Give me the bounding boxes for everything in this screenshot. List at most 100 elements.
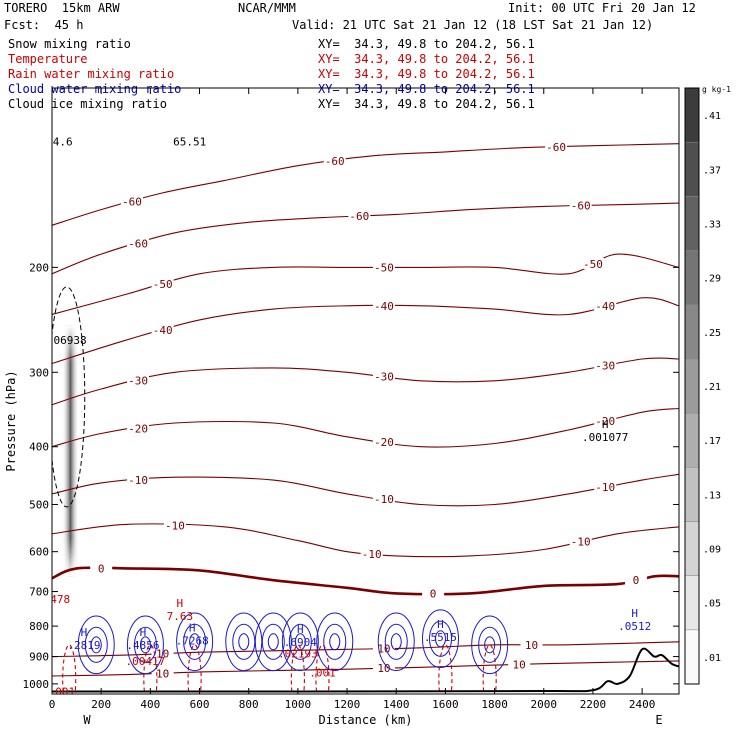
colorbar-segment — [684, 412, 700, 468]
isotherm-line — [52, 660, 679, 677]
colorbar-segment — [684, 358, 700, 414]
colorbar-segment — [684, 629, 700, 685]
isotherm-label-bg — [120, 195, 143, 207]
isotherm-label: -30 — [128, 375, 148, 388]
isotherm-label-bg — [151, 278, 174, 290]
y-tick-label: 400 — [29, 441, 49, 454]
east-label: E — [655, 713, 662, 727]
maximum-value: 7.63 — [167, 610, 194, 623]
cloud-water-contour — [471, 615, 509, 675]
isotherm-label-bg — [348, 210, 371, 222]
isotherm-label: -10 — [374, 493, 394, 506]
maximum-mark: H — [297, 623, 304, 636]
cloud-water-contour — [478, 626, 502, 663]
colorbar-tick-label: .25 — [703, 328, 721, 339]
colorbar-segment — [684, 521, 700, 576]
cloud-water-contour — [384, 623, 408, 660]
isotherm-label-bg — [545, 140, 568, 152]
x-tick-label: 1000 — [285, 698, 312, 711]
isotherm-label-bg — [372, 493, 395, 505]
isotherm-label: -60 — [546, 141, 566, 154]
y-tick-label: 500 — [29, 498, 49, 511]
isotherm-label-bg — [90, 562, 113, 574]
cloud-water-contour — [267, 633, 279, 651]
cloud-water-contour — [377, 612, 415, 672]
cloud-water-contour — [390, 633, 402, 651]
isotherm-label-bg — [127, 374, 150, 386]
colorbar-unit: g kg-1 — [702, 85, 731, 94]
isotherm-label-bg — [372, 370, 395, 382]
colorbar-frame — [684, 87, 700, 685]
maximum-mark: H — [189, 621, 196, 634]
isotherm-label: -30 — [595, 360, 615, 373]
maximum-value: .02193 — [278, 648, 318, 661]
section-temperature: XY= 34.3, 49.8 to 204.2, 56.1 — [318, 52, 535, 66]
isotherm-label: -50 — [374, 261, 394, 274]
isotherm-label: -20 — [128, 422, 148, 435]
cloud-water-contour — [84, 626, 108, 663]
isotherm-label: -60 — [128, 237, 148, 250]
cloud-water-contour — [133, 626, 157, 663]
isotherm-label: 10 — [513, 658, 526, 671]
isotherm-label: 10 — [525, 639, 538, 652]
maximum-mark: H — [437, 618, 444, 631]
isotherm-label: -40 — [374, 300, 394, 313]
valid-time: Valid: 21 UTC Sat 21 Jan 12 (18 LST Sat … — [292, 18, 654, 32]
cloud-water-contour — [316, 612, 354, 672]
cloud-water-contour — [288, 623, 312, 660]
x-tick-label: 1600 — [432, 698, 459, 711]
isotherm-label: -40 — [153, 324, 173, 337]
x-tick-label: 2000 — [531, 698, 558, 711]
isotherm-label-bg — [508, 658, 531, 670]
isotherm-label-bg — [163, 519, 186, 531]
x-tick-label: 2400 — [629, 698, 656, 711]
cloud-water-contour — [421, 609, 459, 669]
colorbar-tick-label: .05 — [703, 599, 721, 610]
isotherm-line — [52, 297, 679, 365]
maximum-mark: H — [140, 626, 147, 639]
x-tick-label: 800 — [239, 698, 259, 711]
colorbar-tick-label: .17 — [703, 436, 721, 447]
colorbar-segment — [684, 141, 700, 197]
isotherm-label: 0 — [430, 587, 437, 600]
isotherm-label-bg — [151, 324, 174, 336]
maximum-mark: H — [177, 597, 184, 610]
terrain-line — [52, 647, 679, 693]
isotherm-label: -20 — [595, 415, 615, 428]
y-tick-label: 900 — [29, 651, 49, 664]
west-label: W — [83, 713, 91, 727]
isotherm-label: -50 — [153, 278, 173, 291]
model-name: TORERO 15km ARW — [4, 1, 120, 15]
maximum-value: 64.6 — [46, 136, 73, 149]
colorbar-segment — [684, 304, 700, 360]
cloud-water-contour — [77, 615, 115, 675]
colorbar-tick-label: .37 — [703, 165, 721, 176]
isotherm-label-bg — [422, 587, 445, 599]
colorbar-segment — [684, 250, 700, 305]
colorbar-segment — [684, 467, 700, 522]
maximum-value: .6904 — [284, 636, 317, 649]
cloud-water-contour — [225, 612, 263, 672]
cloud-water-contour — [90, 636, 102, 654]
isotherm-label-bg — [372, 642, 395, 654]
cloud-water-contour — [329, 633, 341, 651]
maximum-value: .5515 — [424, 631, 457, 644]
cloud-water-contour — [176, 612, 214, 672]
section-snow: XY= 34.3, 49.8 to 204.2, 56.1 — [318, 37, 535, 51]
cloud-water-contour — [261, 623, 285, 660]
cloud-water-contour — [238, 633, 250, 651]
maximum-value: .06938 — [47, 334, 87, 347]
isotherm-label: 0 — [633, 574, 640, 587]
cloud-water-contour — [323, 623, 347, 660]
isotherm-label-bg — [372, 299, 395, 311]
colorbar-tick-label: .29 — [703, 274, 721, 285]
isotherm-label-bg — [594, 415, 617, 427]
snow-shading-fade — [61, 325, 80, 577]
cloud-water-contour — [183, 623, 207, 660]
colorbar-tick-label: .33 — [703, 219, 721, 230]
isotherm-label: -40 — [595, 300, 615, 313]
x-tick-label: 400 — [140, 698, 160, 711]
maximum-value: .4856 — [126, 639, 159, 652]
maximum-value: .001077 — [582, 431, 628, 444]
isotherm-label-bg — [594, 300, 617, 312]
